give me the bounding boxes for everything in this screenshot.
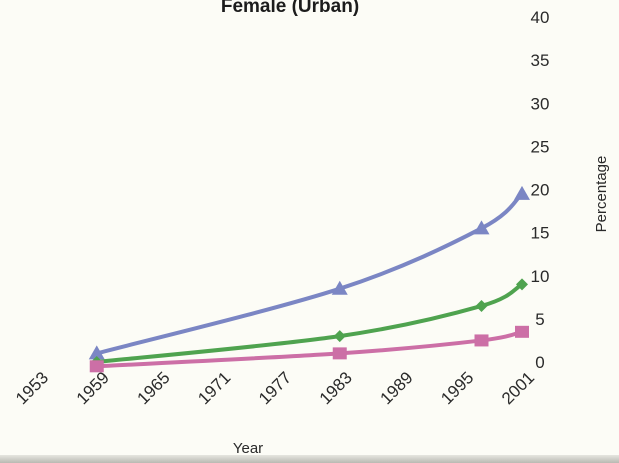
y-tick-label: 20 — [531, 181, 550, 200]
y-tick-labels: 0 5 10 15 20 25 30 35 40 — [531, 8, 550, 372]
y-tick-label: 15 — [531, 224, 550, 243]
series-layer — [88, 185, 530, 373]
y-tick-label: 40 — [531, 8, 550, 27]
data-point-series-3 — [89, 360, 104, 373]
x-tick-label: 1977 — [255, 368, 295, 408]
x-tick-labels: 1953 1959 1965 1971 1977 1983 1989 1995 2001 — [12, 368, 538, 408]
page-bottom-edge — [0, 455, 619, 463]
x-tick-label: 1953 — [12, 368, 52, 408]
y-tick-label: 30 — [531, 94, 550, 113]
x-tick-label: 1983 — [316, 368, 356, 408]
data-point-series-3 — [515, 325, 529, 338]
y-axis-label: Percentage — [593, 156, 610, 233]
x-tick-label: 1989 — [377, 368, 417, 408]
series-line-3 — [94, 329, 524, 369]
data-point-series-3 — [474, 334, 489, 347]
chart-title: Female (Urban) — [221, 0, 359, 17]
data-point-series-1 — [473, 220, 490, 235]
data-point-series-2 — [516, 278, 528, 291]
data-point-series-1 — [331, 280, 348, 295]
y-tick-label: 10 — [531, 267, 550, 286]
y-tick-label: 0 — [535, 353, 544, 372]
y-tick-label: 25 — [531, 137, 550, 156]
x-tick-label: 1995 — [437, 368, 477, 408]
series-line-2 — [94, 282, 524, 364]
series-line-1 — [94, 191, 524, 356]
x-tick-label: 1971 — [194, 368, 234, 408]
x-axis-label: Year — [233, 440, 263, 457]
y-tick-label: 35 — [531, 51, 550, 70]
x-tick-label: 2001 — [498, 368, 538, 408]
data-point-series-2 — [333, 330, 346, 343]
x-tick-label: 1965 — [134, 368, 174, 408]
data-point-series-3 — [332, 347, 347, 360]
data-point-series-1 — [514, 185, 530, 200]
data-point-series-2 — [475, 299, 488, 312]
data-point-series-1 — [88, 345, 105, 360]
x-tick-label: 1959 — [73, 368, 113, 408]
y-tick-label: 5 — [535, 310, 544, 329]
